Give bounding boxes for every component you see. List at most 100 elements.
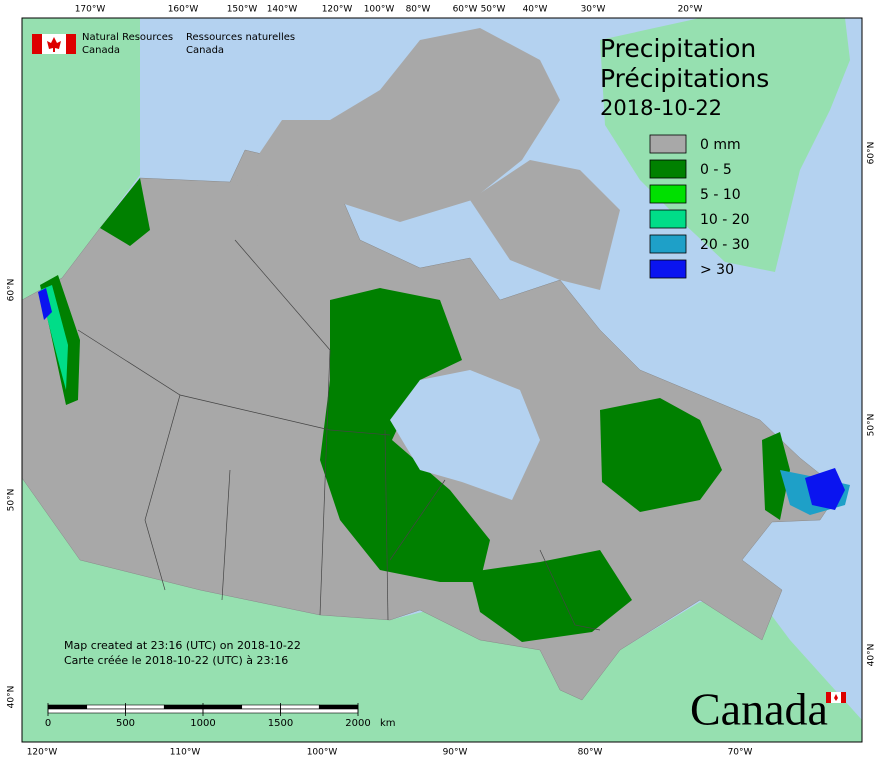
lon-label: 80°W [578, 748, 603, 758]
legend-swatch [649, 209, 687, 229]
flag-bar [66, 34, 76, 54]
green-ontario [470, 550, 632, 642]
blue-newfoundland [805, 468, 845, 510]
lon-label: 80°W [406, 5, 431, 15]
lon-label: 30°W [581, 5, 606, 15]
lon-label: 150°W [227, 5, 258, 15]
scale-label: 1500 [268, 718, 293, 729]
border [144, 394, 181, 591]
lon-label: 60°W [453, 5, 478, 15]
scale-label: 2000 [345, 718, 370, 729]
lat-label: 40°N [7, 686, 17, 709]
lon-label: 120°W [322, 5, 353, 15]
alaska [22, 18, 140, 300]
scale-segment [280, 704, 320, 710]
maple-leaf [47, 37, 61, 52]
lon-label: 90°W [443, 748, 468, 758]
legend-label: 20 - 30 [700, 237, 750, 253]
legend: 0 mm 0 - 5 5 - 10 10 - 20 20 - 30 > 30 [649, 134, 750, 279]
hudson-bay [390, 370, 540, 500]
org-en: Natural Resources [82, 32, 173, 43]
legend-swatch [649, 134, 687, 154]
green-yukon [100, 178, 150, 246]
graticule-labels: 170°W 160°W 150°W 140°W 120°W 100°W 80°W 60°W 50… [7, 5, 877, 758]
lat-label: 60°N [867, 142, 877, 165]
legend-swatch [649, 184, 687, 204]
title-en: Precipitation [600, 34, 756, 63]
scale-segment [280, 708, 359, 714]
created-en: Map created at 23:16 (UTC) on 2018-10-22 [64, 639, 301, 652]
border [234, 239, 331, 351]
lon-label: 100°W [364, 5, 395, 15]
nrcan-logo: Natural Resources Canada Ressources natu… [32, 32, 295, 56]
org-en: Canada [82, 45, 120, 56]
scale-segment [47, 708, 126, 714]
lon-label: 110°W [170, 748, 201, 758]
legend-swatch [649, 234, 687, 254]
legend-label: 5 - 10 [700, 187, 741, 203]
border [384, 429, 389, 621]
lon-label: 100°W [307, 748, 338, 758]
scale-segment [202, 704, 243, 710]
lon-label: 50°W [481, 5, 506, 15]
lat-label: 50°N [867, 414, 877, 437]
scale-segment [125, 704, 165, 710]
lat-label: 40°N [867, 644, 877, 667]
scale-segment [47, 704, 88, 710]
scale-segment [202, 708, 281, 714]
canada-wordmark: Canada [690, 684, 846, 735]
scale-unit: km [380, 718, 396, 729]
legend-label: > 30 [700, 262, 734, 278]
legend-label: 0 mm [700, 137, 741, 153]
scale-label: 1000 [190, 718, 215, 729]
lon-label: 40°W [523, 5, 548, 15]
scale-label: 0 [45, 718, 51, 729]
map-frame [21, 17, 863, 743]
flag-bar [32, 34, 42, 54]
scale-segment [125, 708, 204, 714]
lat-label: 50°N [7, 489, 17, 512]
created-fr: Carte créée le 2018-10-22 (UTC) à 23:16 [64, 654, 288, 667]
lon-label: 20°W [678, 5, 703, 15]
border [319, 349, 331, 616]
baffin-island [470, 160, 620, 290]
border [539, 549, 601, 631]
title-block: Precipitation Précipitations 2018-10-22 [600, 34, 769, 120]
wordmark: Canada [690, 684, 828, 735]
legend-label: 0 - 5 [700, 162, 732, 178]
lon-label: 160°W [168, 5, 199, 15]
footer: Map created at 23:16 (UTC) on 2018-10-22… [64, 639, 301, 667]
border [77, 329, 391, 436]
lat-label: 60°N [7, 279, 17, 302]
border [389, 479, 446, 561]
org-fr: Canada [186, 45, 224, 56]
scale-segment [241, 704, 281, 710]
wordmark-leaf [834, 694, 838, 701]
legend-swatch [649, 259, 687, 279]
scale-segment [318, 704, 359, 710]
green-quebec [600, 398, 722, 512]
scale-label: 500 [116, 718, 135, 729]
legend-swatch [649, 159, 687, 179]
scale-segment [163, 704, 204, 710]
lon-label: 70°W [728, 748, 753, 758]
border [221, 469, 231, 601]
lon-label: 140°W [267, 5, 298, 15]
scale-bar: 0 500 1000 1500 2000 km [45, 703, 396, 729]
usa [22, 470, 862, 742]
province-borders [77, 239, 601, 631]
blue-bc-coast [38, 288, 52, 320]
lon-label: 120°W [27, 748, 58, 758]
frame-border [21, 17, 863, 743]
green-central [320, 288, 490, 582]
scale-segment [86, 704, 126, 710]
arctic-islands [240, 28, 560, 222]
org-fr: Ressources naturelles [186, 32, 295, 43]
date: 2018-10-22 [600, 96, 722, 120]
lon-label: 170°W [75, 5, 106, 15]
legend-label: 10 - 20 [700, 212, 750, 228]
greenland [600, 18, 850, 272]
green-newfoundland [762, 432, 790, 520]
title-fr: Précipitations [600, 64, 769, 93]
